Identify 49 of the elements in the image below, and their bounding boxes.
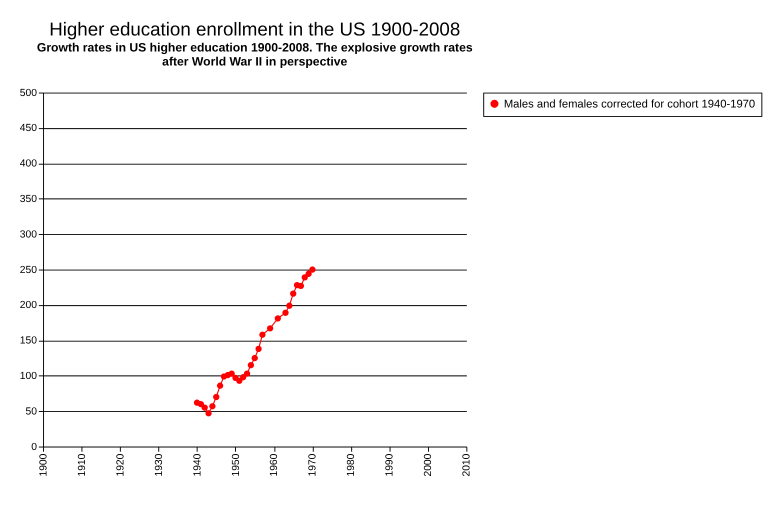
x-tick-label: 1990 <box>384 453 396 477</box>
y-tick-label: 400 <box>20 158 38 170</box>
legend-label: Males and females corrected for cohort 1940-1970 <box>504 98 756 111</box>
point <box>290 290 296 297</box>
y-tick-label: 50 <box>26 406 38 418</box>
y-tick-label: 500 <box>20 88 38 99</box>
text: after World War II in perspective <box>162 54 348 68</box>
x-tick-label: 1910 <box>76 453 88 477</box>
y-tick-label: 350 <box>20 194 38 206</box>
x-tick-label: 1960 <box>269 453 280 477</box>
x-tick-label: 2010 <box>462 453 473 477</box>
point <box>205 410 212 416</box>
chart-title: Higher education enrollment in the US 1900-2008 <box>49 18 460 40</box>
point <box>274 315 281 322</box>
point <box>213 394 220 400</box>
x-tick-label: 1970 <box>308 453 319 477</box>
point <box>309 266 316 273</box>
y-tick-label: 100 <box>20 371 38 382</box>
x-tick-label: 1920 <box>115 453 126 477</box>
y-tick-label: 300 <box>20 229 38 240</box>
point <box>266 325 274 332</box>
point <box>302 274 308 280</box>
x-tick-label: 1930 <box>154 453 165 477</box>
point <box>228 370 235 377</box>
y-tick-label: 150 <box>20 336 38 347</box>
point <box>209 403 216 410</box>
point <box>240 374 246 380</box>
x-tick-label: 1950 <box>230 453 242 477</box>
x-tick-label: 2000 <box>423 453 434 477</box>
point <box>244 370 250 377</box>
x-tick-label: 1980 <box>346 453 358 477</box>
y-tick-label: 250 <box>20 264 38 276</box>
point <box>252 354 258 362</box>
y-tick-label: 450 <box>20 123 38 134</box>
point <box>255 346 262 352</box>
point <box>298 282 304 289</box>
point <box>286 302 293 309</box>
point <box>216 382 224 389</box>
x-tick-label: 1940 <box>192 453 204 477</box>
point <box>248 362 254 368</box>
y-tick-label: 0 <box>31 442 38 453</box>
point <box>259 332 266 338</box>
point <box>202 404 208 411</box>
point <box>282 310 289 316</box>
text: Growth rates in US higher education 1900-2008. The explosive growth rates <box>36 40 473 54</box>
point <box>236 378 242 384</box>
x-tick-label: 1900 <box>38 453 50 477</box>
point <box>305 270 312 277</box>
y-tick-label: 200 <box>20 300 38 312</box>
